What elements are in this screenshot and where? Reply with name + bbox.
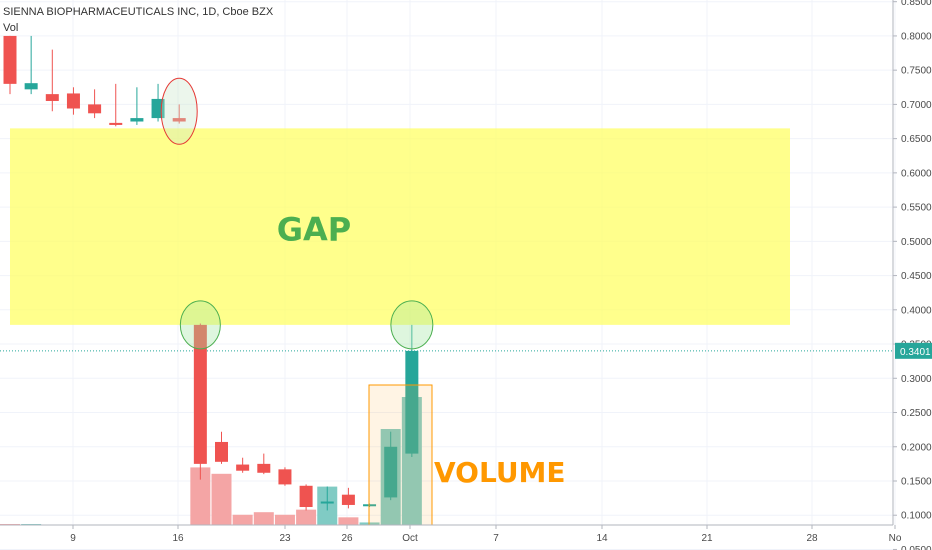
candle — [3, 35, 17, 95]
time-tick-label: 7 — [493, 533, 499, 544]
volume-bar — [359, 522, 380, 525]
candle-body — [24, 83, 38, 90]
last-price-label: 0.3401 — [900, 347, 931, 358]
volume-bar — [190, 467, 211, 525]
price-tick-label: 0.6500 — [901, 134, 932, 145]
price-tick-label: 0.5500 — [901, 203, 932, 214]
candle-body — [405, 350, 419, 454]
candle-body — [299, 485, 313, 508]
price-axis[interactable]: 0.8500 0.8000 0.7500 0.7000 0.6500 0.6000 0.55… — [892, 0, 932, 550]
time-tick-label: 21 — [701, 533, 713, 544]
candle — [24, 35, 38, 95]
gap-label: GAP — [277, 211, 351, 249]
price-tick-label: 0.4000 — [901, 305, 932, 316]
volume-bar — [232, 514, 253, 525]
candle-body — [66, 93, 80, 109]
candle — [109, 83, 123, 127]
candle — [172, 104, 186, 124]
annotations: GAP VOLUME — [160, 77, 566, 526]
price-tick-label: 0.7500 — [901, 66, 932, 77]
candle-body — [109, 122, 123, 125]
candle-body — [193, 324, 207, 464]
candle — [257, 453, 271, 475]
candle — [88, 89, 102, 119]
price-tick-label: 0.0500 — [901, 545, 932, 550]
price-tick-label: 0.8500 — [901, 0, 932, 8]
candle — [45, 49, 59, 112]
candle — [236, 457, 250, 473]
candle-body — [236, 464, 250, 471]
time-axis[interactable]: 9 16 23 26 Oct 7 14 21 28 No — [0, 524, 902, 544]
candle-body — [3, 35, 17, 84]
candle — [66, 87, 80, 115]
time-tick-label: 26 — [341, 533, 353, 544]
candle-body — [363, 504, 377, 507]
price-tick-label: 0.2000 — [901, 442, 932, 453]
last-price-badge: 0.3401 — [895, 342, 932, 359]
price-tick-label: 0.1500 — [901, 476, 932, 487]
candle-body — [341, 494, 355, 505]
candle — [405, 324, 419, 458]
candle-body — [88, 104, 102, 114]
candle — [363, 503, 377, 508]
candle-body — [278, 469, 292, 485]
candle-body — [320, 501, 334, 504]
time-tick-label: 28 — [806, 533, 818, 544]
candle — [278, 467, 292, 486]
gap-zone — [10, 128, 790, 325]
candle — [299, 484, 313, 511]
candle-body — [384, 446, 398, 498]
candle-body — [45, 94, 59, 101]
candle — [320, 486, 334, 511]
candle — [341, 487, 355, 509]
price-tick-label: 0.5000 — [901, 237, 932, 248]
price-tick-label: 0.1000 — [901, 511, 932, 522]
candle-body — [215, 441, 228, 462]
price-tick-label: 0.6000 — [901, 168, 932, 179]
candle-body — [257, 463, 271, 473]
candlesticks — [3, 35, 419, 511]
time-tick-label: Oct — [402, 533, 418, 544]
price-tick-label: 0.2500 — [901, 408, 932, 419]
volume-bars — [0, 397, 422, 525]
price-tick-label: 0.8000 — [901, 31, 932, 42]
volume-bar — [253, 512, 274, 525]
volume-label: VOLUME — [434, 456, 566, 489]
candle — [384, 431, 398, 501]
candle — [193, 323, 207, 480]
candle-body — [130, 118, 144, 122]
highlight-circle-green — [390, 300, 434, 350]
time-tick-label: No — [889, 533, 902, 544]
candle-body — [172, 118, 186, 122]
volume-highlight-box — [368, 384, 433, 526]
volume-bar — [338, 517, 359, 525]
candle — [130, 87, 144, 125]
volume-bar — [211, 473, 232, 525]
price-tick-label: 0.4500 — [901, 271, 932, 282]
highlight-circle-red — [160, 77, 198, 145]
price-tick-label: 0.3000 — [901, 374, 932, 385]
time-tick-label: 14 — [596, 533, 608, 544]
candle — [215, 431, 228, 464]
highlight-circle-green — [179, 300, 221, 350]
time-tick-label: 9 — [70, 533, 76, 544]
price-tick-label: 0.7000 — [901, 100, 932, 111]
symbol-title: SIENNA BIOPHARMACEUTICALS INC, 1D, Cboe … — [3, 6, 274, 18]
last-price-badge-bg — [895, 342, 932, 359]
volume-bar — [274, 514, 295, 525]
time-tick-label: 16 — [172, 533, 184, 544]
volume-bar — [296, 509, 317, 525]
gap-highlight — [10, 128, 790, 325]
volume-indicator-label: Vol — [3, 22, 18, 34]
time-tick-label: 23 — [279, 533, 291, 544]
